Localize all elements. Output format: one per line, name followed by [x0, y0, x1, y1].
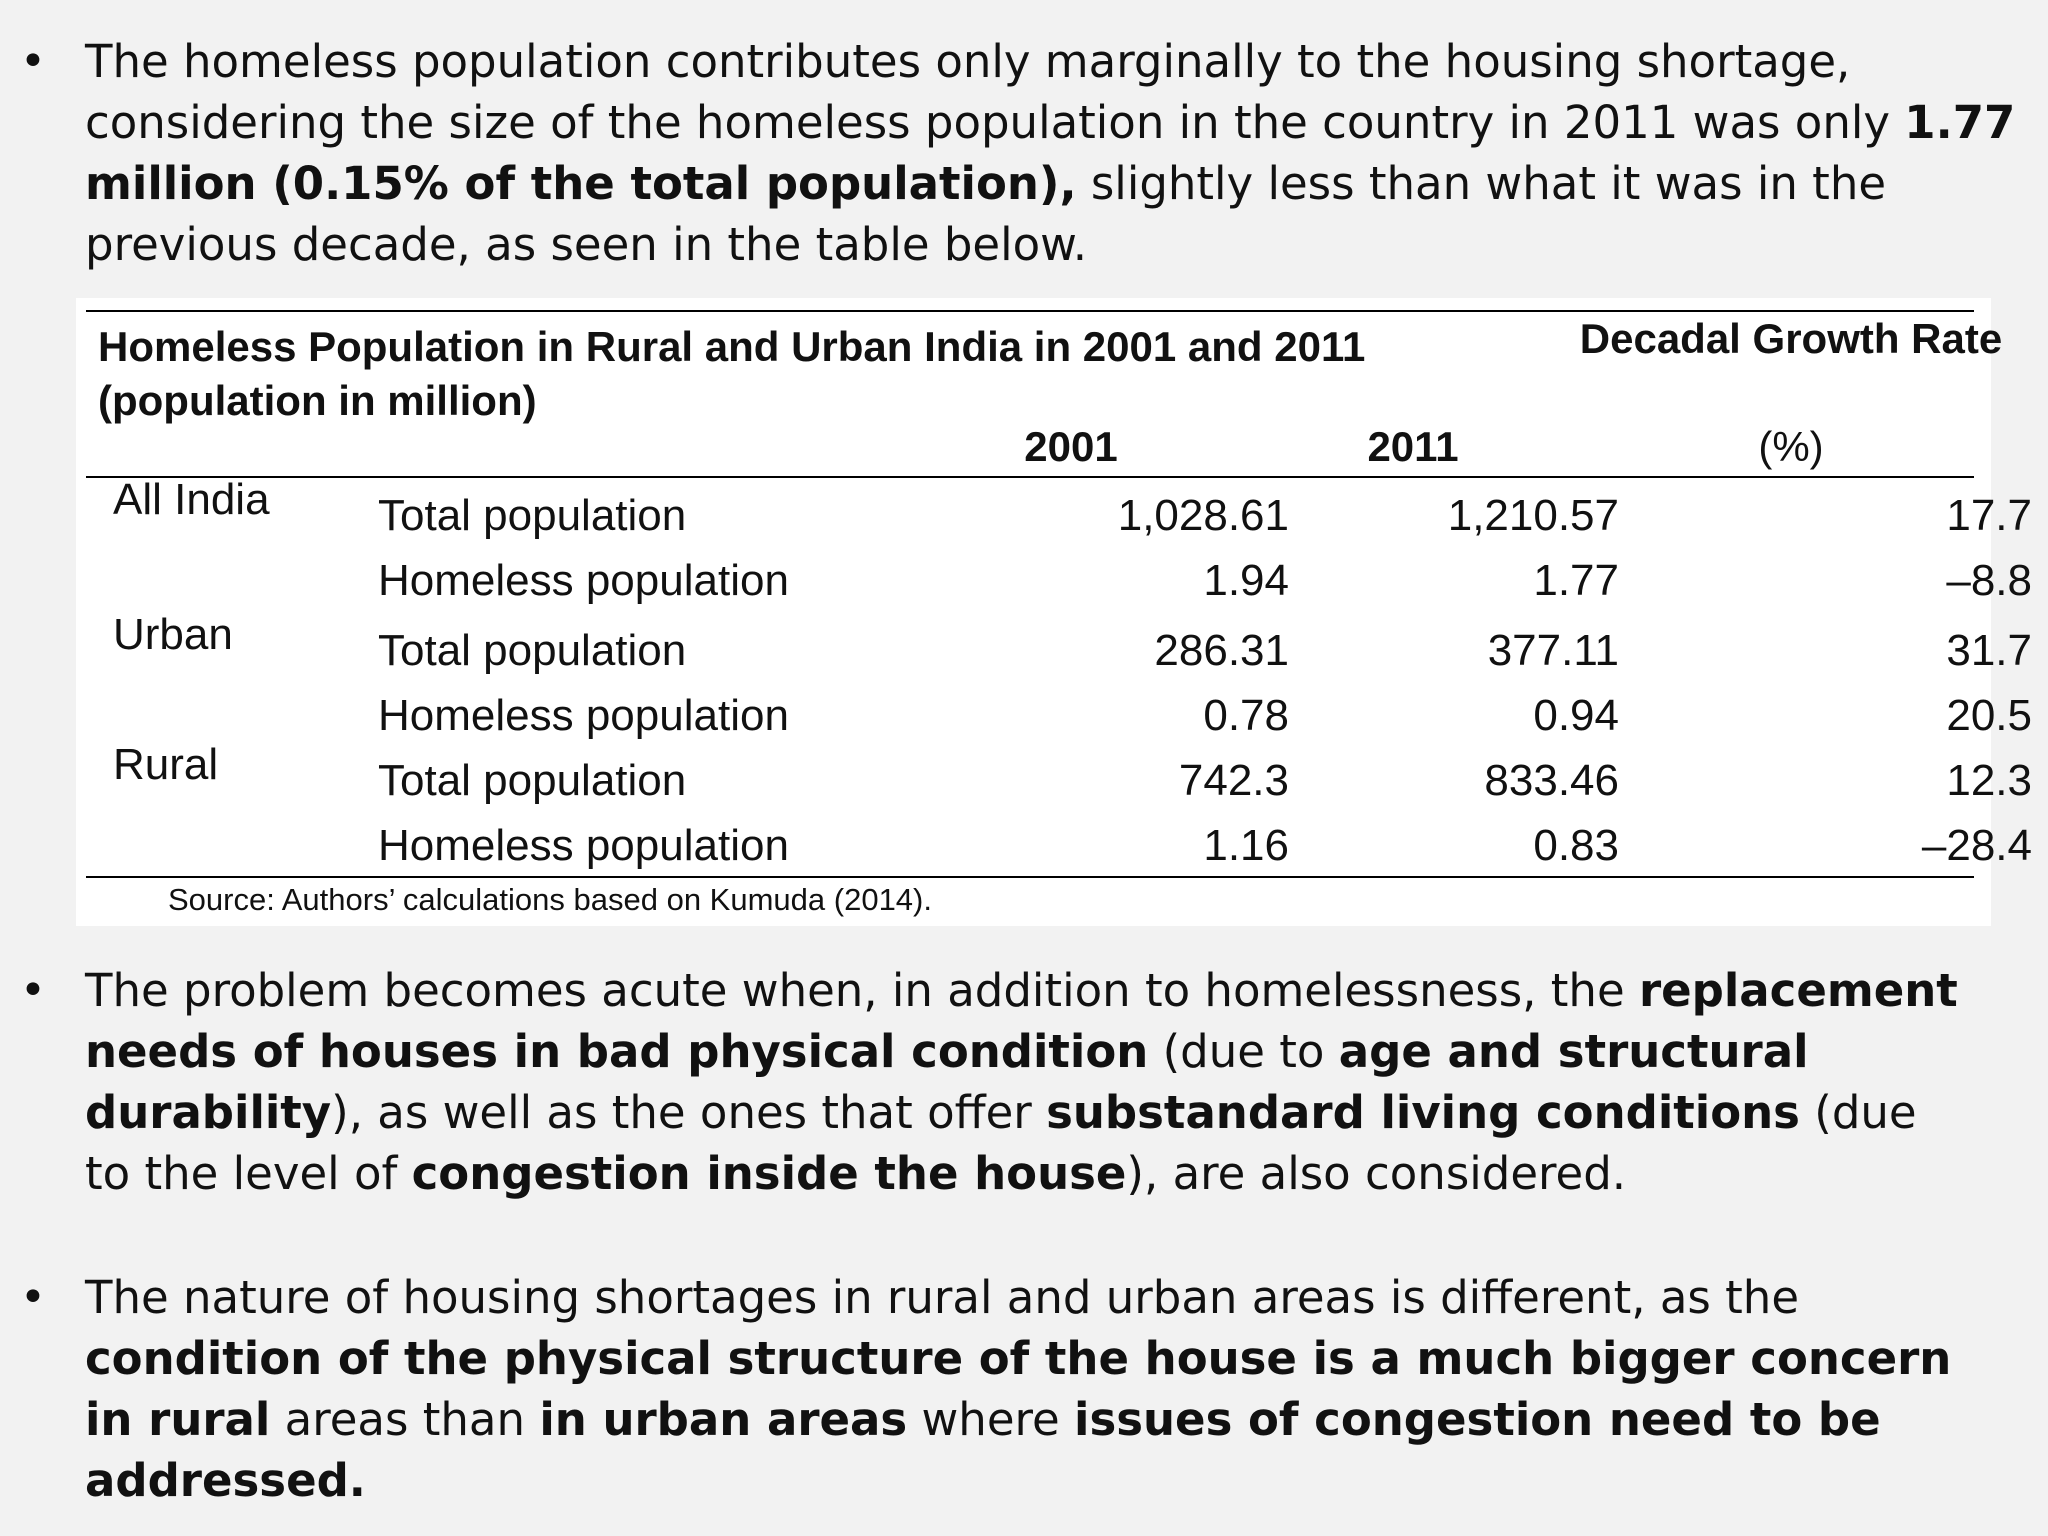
value-2001: 1,028.61	[1117, 491, 1289, 540]
bold-span: substandard living conditions	[1046, 1086, 1800, 1139]
value-2001: 286.31	[1154, 626, 1289, 675]
row-group: Urban	[113, 610, 233, 659]
value-growth: 12.3	[1946, 756, 2032, 805]
table-top-rule	[86, 310, 1974, 312]
value-growth: 31.7	[1946, 626, 2032, 675]
bullet-2-text: The problem becomes acute when, in addit…	[85, 960, 1965, 1204]
bold-span: 1.77 million (0.15% of the total populat…	[85, 96, 2016, 210]
table-row: Homeless population 1.16 0.83 –28.4	[76, 813, 2032, 879]
bullet-1-text: The homeless population contributes only…	[85, 31, 2035, 275]
row-label: Homeless population	[378, 691, 789, 740]
table-row: Urban Total population 286.31 377.11 31.…	[76, 610, 2032, 684]
bullet-1: • The homeless population contributes on…	[0, 31, 2048, 275]
bold-span: in urban areas	[539, 1393, 908, 1446]
bullet-marker: •	[20, 36, 46, 87]
table-row: Rural Total population 742.3 833.46 12.3	[76, 740, 2032, 814]
column-header-2001: 2001	[1024, 423, 1118, 470]
value-growth: 20.5	[1946, 691, 2032, 740]
bold-span: replacement needs of houses in bad physi…	[85, 964, 1958, 1078]
row-label: Homeless population	[378, 821, 789, 870]
bold-span: congestion inside the house	[411, 1147, 1127, 1200]
column-header-2011: 2011	[1367, 423, 1459, 470]
text-span: The nature of housing shortages in rural…	[85, 1271, 1799, 1324]
value-2011: 377.11	[1487, 626, 1619, 675]
table-row: All India Total population 1,028.61 1,21…	[76, 475, 2032, 549]
row-group: Rural	[113, 740, 219, 789]
text-span: slightly less than what it was in the pr…	[85, 157, 1887, 271]
text-span: The problem becomes acute when, in addit…	[85, 964, 1639, 1017]
bullet-3: • The nature of housing shortages in rur…	[0, 1267, 2048, 1511]
value-2001: 1.16	[1203, 821, 1289, 870]
value-2011: 833.46	[1484, 756, 1619, 805]
text-span: ), are also considered.	[1126, 1147, 1627, 1200]
text-span: (due to the level of	[85, 1086, 1917, 1200]
value-2011: 1.77	[1533, 556, 1619, 605]
value-2001: 0.78	[1203, 691, 1289, 740]
value-2001: 742.3	[1178, 756, 1289, 805]
table-bottom-rule	[86, 876, 1974, 878]
table-header-rule	[86, 476, 1974, 478]
value-2011: 1,210.57	[1447, 491, 1619, 540]
bullet-marker: •	[20, 965, 46, 1016]
table-row: Homeless population 1.94 1.77 –8.8	[76, 548, 2032, 614]
column-header-growth: Decadal Growth Rate	[1579, 315, 2003, 362]
column-header-growth-unit: (%)	[1758, 423, 1824, 470]
bullet-3-text: The nature of housing shortages in rural…	[85, 1267, 1985, 1511]
value-2011: 0.83	[1533, 821, 1619, 870]
value-growth: –8.8	[1946, 556, 2032, 605]
bold-span: condition of the physical structure of t…	[85, 1332, 1952, 1446]
row-label: Total population	[378, 756, 687, 805]
value-2011: 0.94	[1533, 691, 1619, 740]
table-row: Homeless population 0.78 0.94 20.5	[76, 683, 2032, 749]
homeless-population-table: Homeless Population in Rural and Urban I…	[76, 298, 2032, 926]
bullet-marker: •	[20, 1272, 46, 1323]
table-title: Homeless Population in Rural and Urban I…	[98, 323, 1366, 424]
row-label: Homeless population	[378, 556, 789, 605]
text-span: areas than	[270, 1393, 540, 1446]
value-2001: 1.94	[1203, 556, 1289, 605]
row-label: Total population	[378, 626, 687, 675]
value-growth: –28.4	[1921, 821, 2032, 870]
bold-span: issues of congestion need to be addresse…	[85, 1393, 1881, 1507]
row-label: Total population	[378, 491, 687, 540]
bullet-2: • The problem becomes acute when, in add…	[0, 960, 2048, 1204]
bold-span: age and structural durability	[85, 1025, 1809, 1139]
text-span: (due to	[1148, 1025, 1339, 1078]
table-source-note: Source: Authors’ calculations based on K…	[168, 882, 932, 917]
value-growth: 17.7	[1946, 491, 2032, 540]
row-group: All India	[113, 475, 270, 524]
text-span: The homeless population contributes only…	[85, 35, 1905, 149]
text-span: where	[907, 1393, 1075, 1446]
text-span: ), as well as the ones that offer	[331, 1086, 1047, 1139]
